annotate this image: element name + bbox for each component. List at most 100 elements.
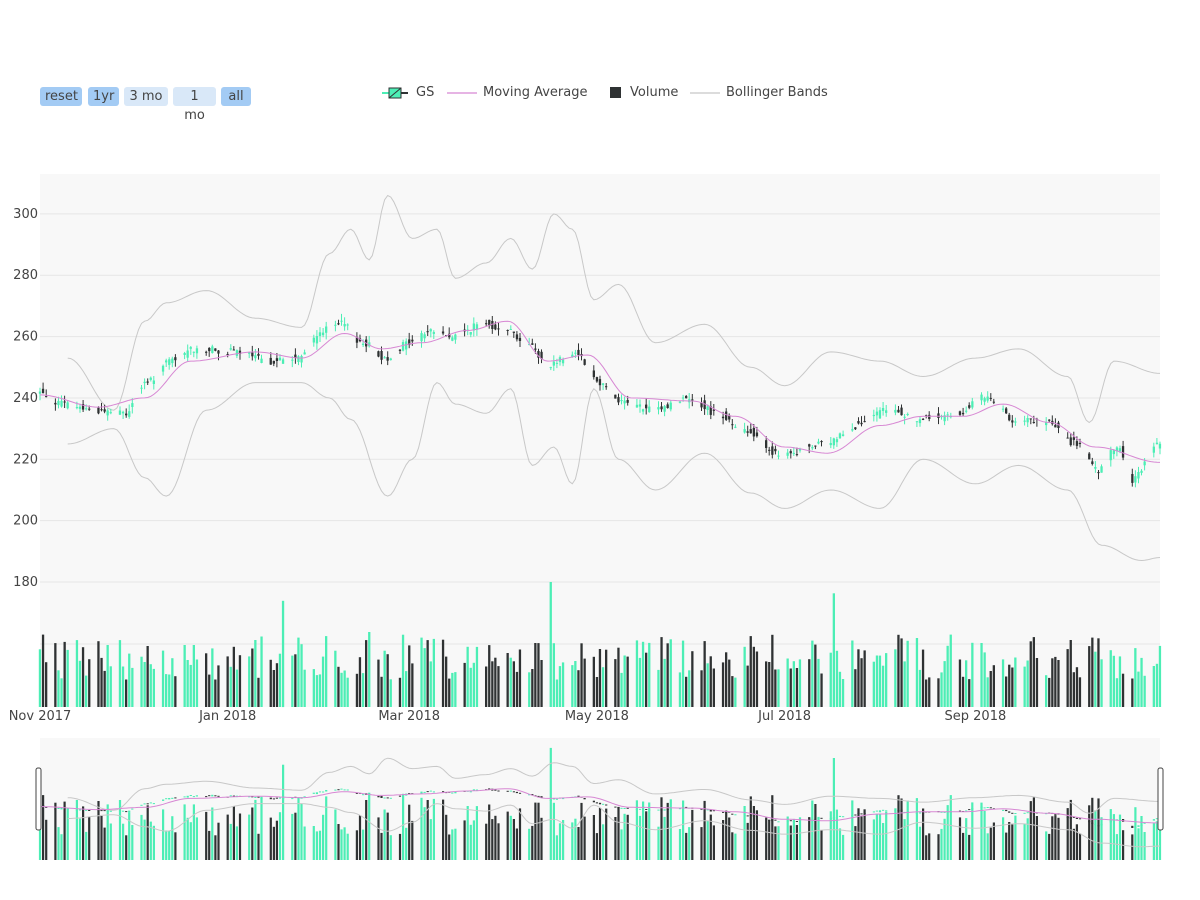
volume-bar [41,634,45,707]
rangeslider-left-handle[interactable] [35,767,42,831]
rangeslider-candle [642,810,645,812]
volume-bar [463,662,466,707]
volume-bar [303,669,306,707]
volume-bar [281,600,285,708]
candlestick [429,328,432,338]
volume-bar [1121,673,1125,707]
rangeslider-candle [549,799,552,801]
candlestick [641,408,645,415]
rangeslider-volume-bar [506,811,509,860]
candlestick [189,346,192,355]
rangeslider-candle [251,796,254,798]
rangeslider-candle [660,809,663,811]
candlestick [534,343,537,354]
rangeslider-volume-bar [906,800,909,860]
candlestick [875,407,879,422]
volume-bar [128,653,131,707]
rangeslider-candle [275,797,278,799]
rangeslider-volume-bar [149,821,152,860]
rangeslider-volume-bar [660,797,663,860]
rangeslider-volume-bar [432,798,435,860]
candlestick [445,335,448,337]
volume-bar [171,658,174,707]
rangeslider-candle [343,789,346,791]
candlestick [334,320,337,332]
candlestick [251,345,254,361]
candlestick [63,395,66,408]
candlestick [125,408,128,418]
rangeslider-right-handle[interactable] [1157,767,1164,831]
rangeslider-candle [915,813,918,814]
rangeslider-volume-bar [318,830,322,860]
volume-bar [881,665,885,707]
rangeslider-candle [57,808,60,809]
rangeslider-volume-bar [986,833,989,860]
volume-bar [325,636,328,707]
candlestick [792,447,795,456]
candlestick [623,396,626,410]
range-button-reset[interactable]: reset [40,87,82,106]
candlestick [777,450,780,460]
rangeslider-candle [297,797,300,799]
rangeslider-candle [789,820,792,822]
candlestick [798,447,802,453]
rangeslider-candle [700,808,703,810]
volume-bar [645,652,648,707]
range-button-3-mo[interactable]: 3 mo [124,87,168,106]
rangeslider-candle [808,818,811,820]
candlestick [109,408,112,415]
rangeslider-candle [989,807,992,809]
volume-bar [75,640,79,707]
rangeslider-candle [282,798,285,800]
volume-bar [1005,676,1008,707]
volume-bar [205,653,208,707]
candlestick [383,356,386,359]
rangeslider-volume-bar [168,830,171,860]
rangeslider-candle [1072,816,1075,818]
candlestick [509,325,512,330]
rangeslider-candle [429,790,432,792]
rangeslider-volume-bar [706,820,709,860]
volume-bar [469,667,472,707]
candlestick [174,354,177,367]
range-button-1yr[interactable]: 1yr [88,87,119,106]
rangeslider-volume-bar [965,818,968,860]
range-button-all[interactable]: all [221,87,251,106]
volume-bar [238,655,242,707]
price-tick-label: 240 [13,391,38,406]
rangeslider-volume-bar [537,802,540,860]
volume-bar [361,673,365,707]
rangeslider-candle [1137,825,1140,827]
candlestick [66,400,69,410]
volume-bar [355,673,359,707]
range-button-1-mo[interactable]: 1 mo [173,87,216,123]
rangeslider-candle [958,810,962,812]
rangeslider-candle [291,798,294,800]
rangeslider-moving-average [40,788,1161,824]
candlestick [983,396,986,406]
rangeslider-candle [918,812,922,814]
rangeslider-volume-bar [454,828,457,860]
volume-bar [725,652,728,707]
rangeslider-volume-bar [100,815,103,860]
rangeslider-candle [377,796,380,798]
candlestick [463,323,466,337]
volume-bar [358,657,362,707]
candlestick [1143,458,1146,471]
volume-bar [811,640,814,707]
price-plot-background [40,174,1160,582]
candlestick [205,350,208,356]
volume-bar [386,654,389,707]
rangeslider-candle [432,791,435,793]
candlestick [97,406,100,415]
candlestick [269,352,272,365]
rangeslider-candle [842,816,845,818]
volume-bar [346,677,349,707]
volume-bar [786,658,789,707]
volume-bar [894,649,897,707]
rangeslider-bollinger-lower [67,803,1161,848]
rangeslider-volume-bar [989,827,992,860]
candlestick [771,441,774,459]
rangeslider-volume-bar [1075,824,1078,860]
volume-bar [688,670,691,707]
